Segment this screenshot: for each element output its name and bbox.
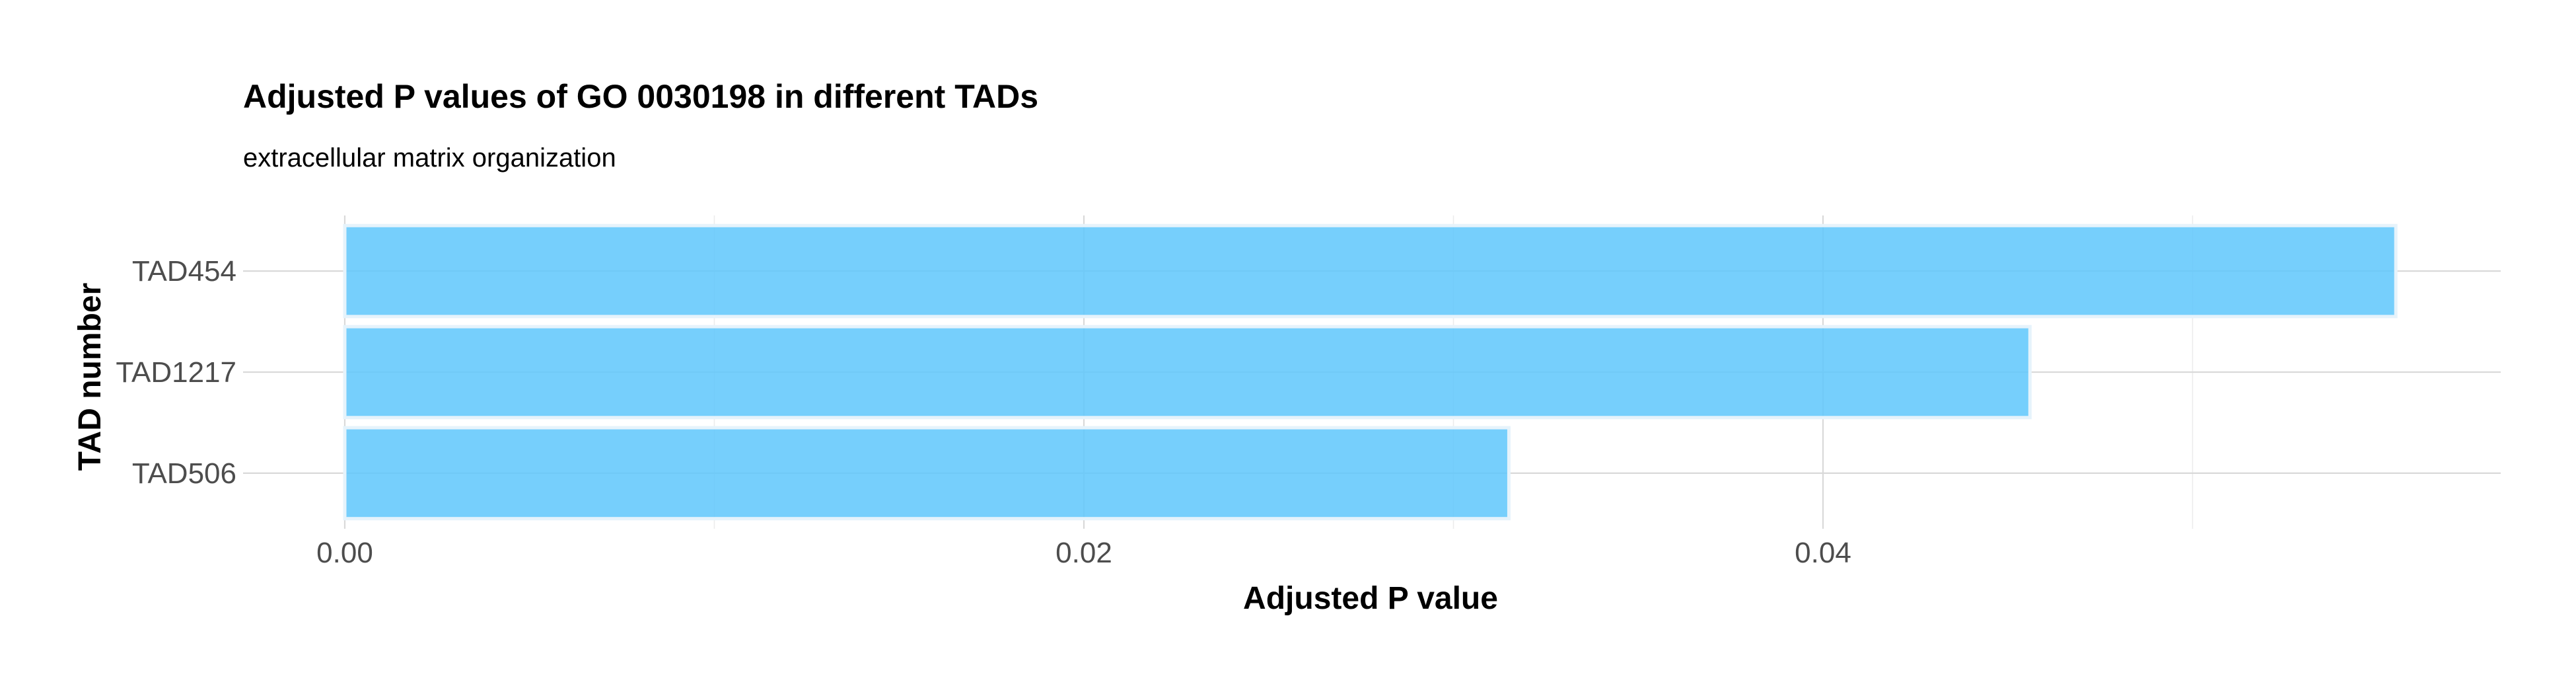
- x-tick-label: 0.02: [1055, 537, 1112, 569]
- bar-tad1217: [343, 325, 2032, 420]
- x-tick-label: 0.04: [1795, 537, 1851, 569]
- y-tick-label: TAD1217: [116, 356, 236, 389]
- chart-subtitle: extracellular matrix organization: [243, 143, 616, 173]
- bar-tad506: [343, 426, 1511, 521]
- y-tick-label: TAD506: [132, 457, 236, 490]
- x-tick-labels: 0.00 0.02 0.04: [316, 537, 1851, 569]
- chart-title: Adjusted P values of GO 0030198 in diffe…: [243, 78, 1038, 115]
- x-tick-label: 0.00: [316, 537, 373, 569]
- bars-group: [343, 223, 2398, 521]
- bar-tad454: [343, 223, 2398, 319]
- y-tick-label: TAD454: [132, 255, 236, 288]
- x-axis-title: Adjusted P value: [1243, 581, 1498, 616]
- y-tick-labels: TAD454 TAD1217 TAD506: [116, 255, 236, 490]
- y-axis-title: TAD number: [73, 283, 108, 471]
